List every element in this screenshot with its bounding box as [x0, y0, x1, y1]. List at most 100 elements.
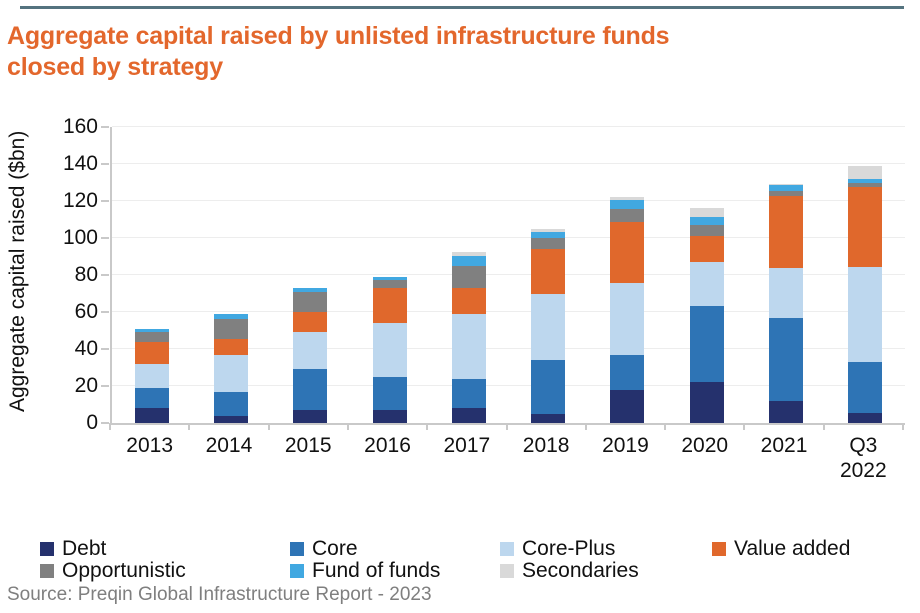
gridline-120	[112, 200, 905, 201]
y-tick-mark-120	[101, 200, 109, 202]
legend-item-secondaries: Secondaries	[500, 559, 639, 583]
y-tick-label-40: 40	[74, 337, 98, 360]
gridline-60	[112, 311, 905, 312]
segment-core-plus-2018	[531, 293, 566, 361]
bar-slot-2019	[588, 127, 667, 423]
segment-secondaries-2018	[531, 228, 566, 232]
x-label-2013: 2013	[126, 434, 173, 457]
segment-core-plus-2021	[769, 267, 804, 318]
bar-2019	[610, 197, 645, 423]
y-tick-label-140: 140	[62, 152, 98, 175]
bar-slot-2013	[112, 127, 191, 423]
bar-2018	[531, 228, 566, 423]
segment-debt-2020	[689, 382, 724, 423]
segment-core-2018	[531, 360, 566, 414]
segment-opportunistic-2018	[531, 238, 566, 250]
segment-opportunistic-2017	[451, 265, 486, 288]
bar-slot-2021	[746, 127, 825, 423]
gridline-100	[112, 237, 905, 238]
source-line: Source: Preqin Global Infrastructure Rep…	[7, 584, 432, 605]
gridline-40	[112, 348, 905, 349]
segment-value-added-2015	[293, 312, 328, 333]
segment-debt-2016	[372, 410, 407, 423]
segment-debt-2017	[451, 408, 486, 423]
legend-item-core: Core	[290, 537, 358, 561]
legend-label-core-plus: Core-Plus	[522, 537, 616, 560]
legend-swatch-core	[290, 542, 304, 556]
legend-swatch-opportunistic	[40, 564, 54, 578]
x-axis-labels: 2013 2014 2015 2016 2017 2018 2019 2020 2021 Q3 2…	[110, 433, 903, 483]
segment-fund-of-funds-2014	[213, 313, 248, 319]
segment-debt-2014	[213, 415, 248, 423]
bar-slot-q3-2022	[826, 127, 905, 423]
segment-debt-2018	[531, 413, 566, 423]
chart-title-line2: closed by strategy	[7, 53, 223, 81]
segment-opportunistic-q3-2022	[848, 183, 883, 188]
segment-debt-q3-2022	[848, 412, 883, 423]
legend-swatch-value-added	[712, 542, 726, 556]
gridline-80	[112, 274, 905, 275]
x-label-2019: 2019	[602, 434, 649, 457]
y-axis-title: Aggregate capital raised ($bn)	[6, 130, 29, 412]
segment-opportunistic-2016	[372, 279, 407, 288]
legend-item-value-added: Value added	[712, 537, 850, 561]
segment-core-plus-2017	[451, 313, 486, 379]
legend-item-core-plus: Core-Plus	[500, 537, 615, 561]
segment-core-2014	[213, 391, 248, 416]
gridline-160	[112, 126, 905, 127]
y-tick-mark-60	[101, 311, 109, 313]
x-tick-mark-5	[505, 423, 508, 430]
y-tick-label-60: 60	[74, 300, 98, 323]
segment-opportunistic-2019	[610, 209, 645, 223]
x-label-q3-2022: Q3 2022	[839, 434, 887, 482]
y-tick-mark-80	[101, 274, 109, 276]
legend-item-fund-of-funds: Fund of funds	[290, 559, 440, 583]
segment-value-added-2018	[531, 249, 566, 294]
x-tick-mark-1	[188, 423, 191, 430]
gridline-140	[112, 163, 905, 164]
segment-value-added-2021	[769, 196, 804, 268]
segment-value-added-2020	[689, 236, 724, 263]
bar-2014	[213, 313, 248, 423]
legend-swatch-fund-of-funds	[290, 564, 304, 578]
x-tick-mark-9	[822, 423, 825, 430]
y-tick-mark-140	[101, 163, 109, 165]
y-tick-label-20: 20	[74, 374, 98, 397]
x-label-2020: 2020	[681, 434, 729, 457]
bar-2013	[134, 328, 169, 423]
segment-fund-of-funds-2013	[134, 328, 169, 333]
bar-slot-2014	[191, 127, 270, 423]
segment-fund-of-funds-2020	[689, 216, 724, 226]
y-tick-mark-0	[101, 422, 109, 424]
segment-core-2015	[293, 369, 328, 411]
top-rule	[20, 6, 904, 9]
y-tick-mark-20	[101, 385, 109, 387]
x-tick-mark-7	[664, 423, 667, 430]
x-tick-mark-3	[346, 423, 349, 430]
segment-debt-2013	[134, 408, 169, 423]
segment-fund-of-funds-2019	[610, 200, 645, 210]
segment-debt-2021	[769, 400, 804, 423]
segment-debt-2019	[610, 389, 645, 423]
x-tick-mark-6	[584, 423, 587, 430]
segment-secondaries-2020	[689, 208, 724, 217]
legend-item-debt: Debt	[40, 537, 106, 561]
segment-fund-of-funds-2016	[372, 276, 407, 280]
segment-fund-of-funds-2017	[451, 255, 486, 266]
x-label-2021: 2021	[760, 434, 808, 457]
legend-item-opportunistic: Opportunistic	[40, 559, 186, 583]
y-tick-mark-160	[101, 126, 109, 128]
bar-q3-2022	[848, 165, 883, 423]
segment-core-plus-2015	[293, 332, 328, 370]
legend-swatch-debt	[40, 542, 54, 556]
segment-opportunistic-2021	[769, 190, 804, 197]
segment-fund-of-funds-2015	[293, 288, 328, 292]
segment-opportunistic-2015	[293, 291, 328, 313]
legend-label-fund-of-funds: Fund of funds	[312, 559, 441, 582]
x-tick-mark-4	[426, 423, 429, 430]
legend-label-core: Core	[312, 537, 358, 560]
bar-slot-2016	[350, 127, 429, 423]
y-tick-label-160: 160	[62, 115, 98, 138]
x-label-2015: 2015	[284, 434, 332, 457]
